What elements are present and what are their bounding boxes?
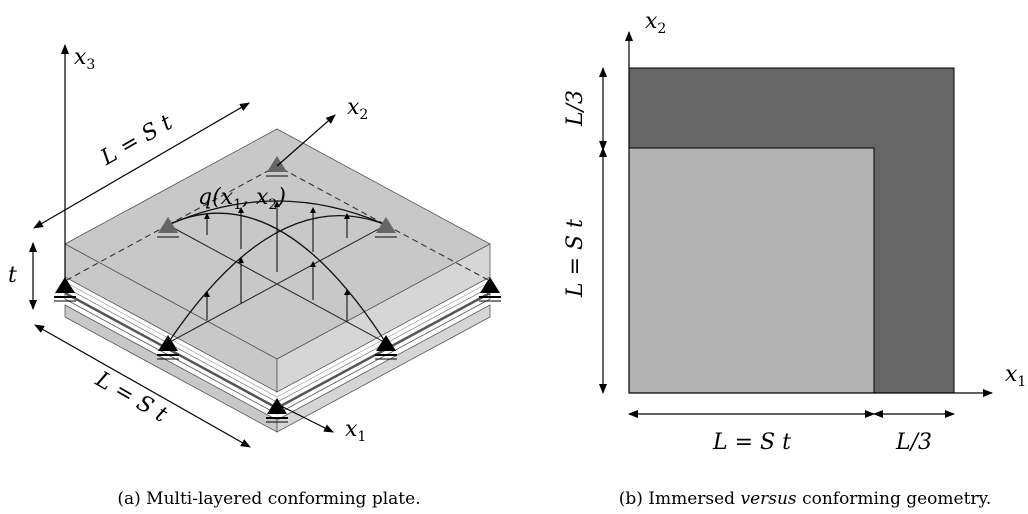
support-near-right — [375, 335, 397, 360]
thickness-label: t — [8, 263, 17, 288]
dimension-label-L3-horizontal: L/3 — [895, 430, 932, 455]
axis-x2 — [276, 114, 336, 167]
dimension-label-L3-vertical: L/3 — [563, 90, 588, 127]
dimension-label-top: L = S t — [96, 110, 177, 171]
support-far-right — [375, 217, 397, 238]
axis-x1-label-b: x1 — [1005, 362, 1026, 390]
conforming-inner-square — [628, 147, 875, 394]
dimension-label-bottom: L = S t — [90, 367, 171, 428]
dimension-label-L-horizontal: L = S t — [712, 430, 791, 455]
dimension-arrow-bottom — [34, 324, 251, 448]
axis-x2-label-b: x2 — [645, 9, 666, 37]
load-base-lines — [167, 224, 387, 344]
dimension-arrow-top — [33, 102, 250, 229]
support-left-corner — [54, 277, 76, 302]
axis-x1 — [276, 403, 334, 433]
axis-x2-label: x2 — [347, 95, 368, 123]
axis-x1-label: x1 — [345, 417, 366, 445]
caption-a: (a) Multi-layered conforming plate. — [117, 489, 420, 509]
panel-a-plate-diagram: x3 x2 x1 L = S t L = S t t q(x1, x2) (a)… — [8, 44, 501, 509]
support-far-back — [266, 156, 288, 177]
load-label: q(x1, x2) — [198, 185, 286, 213]
support-front-corner — [266, 398, 288, 423]
caption-b: (b) Immersed versus conforming geometry. — [619, 489, 992, 509]
dimension-label-L-vertical: L = S t — [563, 219, 588, 298]
support-right-corner — [479, 277, 501, 302]
axis-x3-label: x3 — [74, 45, 95, 73]
panel-b-geometry-diagram: x2 x1 L/3 L = S t L = S t L/3 (b) Immers… — [563, 9, 1026, 509]
